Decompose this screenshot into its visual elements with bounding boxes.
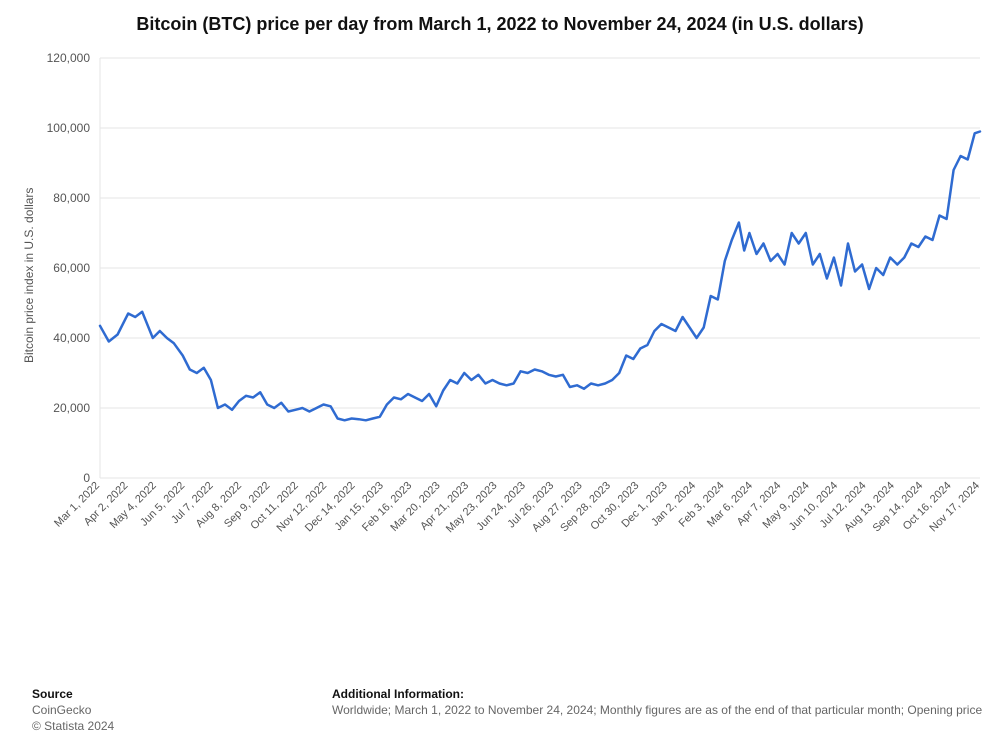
additional-info-block: Additional Information: Worldwide; March… [332,687,1000,733]
copyright: © Statista 2024 [32,719,332,733]
svg-text:60,000: 60,000 [53,261,90,275]
svg-text:20,000: 20,000 [53,401,90,415]
svg-text:40,000: 40,000 [53,331,90,345]
additional-info-heading: Additional Information: [332,687,1000,701]
source-block: Source CoinGecko © Statista 2024 [32,687,332,733]
source-heading: Source [32,687,332,701]
additional-info-text: Worldwide; March 1, 2022 to November 24,… [332,703,1000,717]
svg-text:100,000: 100,000 [47,121,91,135]
svg-text:Nov 17, 2024: Nov 17, 2024 [927,480,982,535]
svg-text:120,000: 120,000 [47,51,91,65]
chart-footer: Source CoinGecko © Statista 2024 Additio… [32,687,1000,733]
source-name: CoinGecko [32,703,332,717]
svg-text:80,000: 80,000 [53,191,90,205]
page: Bitcoin (BTC) price per day from March 1… [0,0,1000,743]
line-chart: 020,00040,00060,00080,000100,000120,000M… [0,0,1000,660]
